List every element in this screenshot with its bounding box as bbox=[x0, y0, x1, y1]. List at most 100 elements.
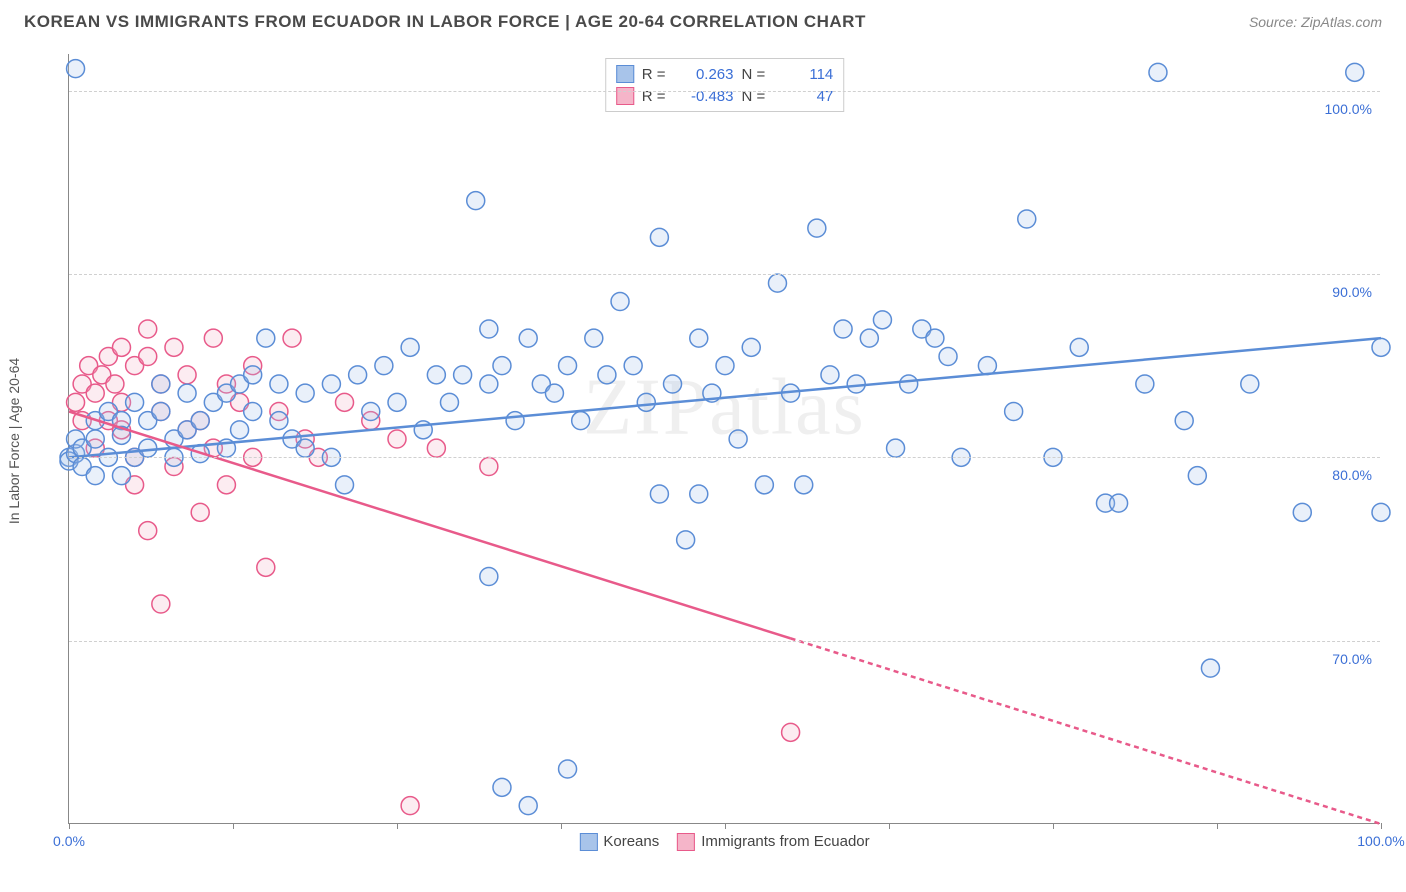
x-tick bbox=[889, 823, 890, 829]
data-point bbox=[742, 338, 760, 356]
gridline bbox=[69, 91, 1380, 92]
data-point bbox=[1241, 375, 1259, 393]
data-point bbox=[139, 522, 157, 540]
gridline bbox=[69, 457, 1380, 458]
data-point bbox=[506, 412, 524, 430]
x-tick-label: 0.0% bbox=[53, 833, 85, 849]
data-point bbox=[873, 311, 891, 329]
data-point bbox=[493, 357, 511, 375]
data-point bbox=[86, 430, 104, 448]
data-point bbox=[336, 393, 354, 411]
data-point bbox=[106, 375, 124, 393]
data-point bbox=[755, 476, 773, 494]
data-point bbox=[204, 329, 222, 347]
korean-r-value: 0.263 bbox=[674, 66, 734, 83]
data-point bbox=[401, 338, 419, 356]
data-point bbox=[650, 485, 668, 503]
data-point bbox=[86, 467, 104, 485]
y-tick-label: 80.0% bbox=[1332, 467, 1372, 483]
y-tick-label: 90.0% bbox=[1332, 284, 1372, 300]
plot-area: ZIPatlas R = 0.263 N = 114 R = -0.483 N … bbox=[68, 54, 1380, 824]
data-point bbox=[152, 403, 170, 421]
data-point bbox=[440, 393, 458, 411]
data-point bbox=[821, 366, 839, 384]
data-point bbox=[257, 329, 275, 347]
data-point bbox=[270, 375, 288, 393]
data-point bbox=[480, 375, 498, 393]
y-axis-label: In Labor Force | Age 20-64 bbox=[6, 358, 22, 524]
data-point bbox=[86, 384, 104, 402]
x-tick bbox=[561, 823, 562, 829]
n-label: N = bbox=[742, 66, 766, 83]
r-label: R = bbox=[642, 66, 666, 83]
data-point bbox=[427, 366, 445, 384]
data-point bbox=[112, 467, 130, 485]
data-point bbox=[165, 338, 183, 356]
data-point bbox=[336, 476, 354, 494]
data-point bbox=[1018, 210, 1036, 228]
data-point bbox=[1188, 467, 1206, 485]
data-point bbox=[795, 476, 813, 494]
data-point bbox=[139, 320, 157, 338]
data-point bbox=[480, 568, 498, 586]
data-point bbox=[1372, 338, 1390, 356]
data-point bbox=[860, 329, 878, 347]
x-tick bbox=[397, 823, 398, 829]
data-point bbox=[375, 357, 393, 375]
data-point bbox=[322, 375, 340, 393]
data-point bbox=[191, 503, 209, 521]
data-point bbox=[939, 348, 957, 366]
data-point bbox=[1136, 375, 1154, 393]
source-attribution: Source: ZipAtlas.com bbox=[1249, 14, 1382, 30]
data-point bbox=[467, 192, 485, 210]
data-point bbox=[624, 357, 642, 375]
data-point bbox=[900, 375, 918, 393]
x-tick bbox=[1053, 823, 1054, 829]
korean-n-value: 114 bbox=[773, 66, 833, 83]
data-point bbox=[768, 274, 786, 292]
data-point bbox=[454, 366, 472, 384]
data-point bbox=[585, 329, 603, 347]
data-point bbox=[139, 439, 157, 457]
data-point bbox=[349, 366, 367, 384]
ecuador-legend-label: Immigrants from Ecuador bbox=[701, 833, 869, 850]
data-point bbox=[1070, 338, 1088, 356]
data-point bbox=[664, 375, 682, 393]
x-tick bbox=[233, 823, 234, 829]
data-point bbox=[545, 384, 563, 402]
data-point bbox=[716, 357, 734, 375]
data-point bbox=[388, 393, 406, 411]
chart-title: KOREAN VS IMMIGRANTS FROM ECUADOR IN LAB… bbox=[24, 12, 866, 32]
data-point bbox=[808, 219, 826, 237]
gridline bbox=[69, 641, 1380, 642]
data-point bbox=[480, 320, 498, 338]
data-point bbox=[112, 338, 130, 356]
data-point bbox=[67, 60, 85, 78]
data-point bbox=[978, 357, 996, 375]
data-point bbox=[519, 329, 537, 347]
data-point bbox=[1149, 63, 1167, 81]
ecuador-swatch-icon bbox=[677, 833, 695, 851]
korean-swatch-icon bbox=[579, 833, 597, 851]
data-point bbox=[427, 439, 445, 457]
data-point bbox=[559, 760, 577, 778]
ecuador-legend-item: Immigrants from Ecuador bbox=[677, 833, 869, 851]
data-point bbox=[401, 797, 419, 815]
x-tick-label: 100.0% bbox=[1357, 833, 1404, 849]
x-tick bbox=[725, 823, 726, 829]
data-point bbox=[650, 228, 668, 246]
data-point bbox=[231, 421, 249, 439]
data-point bbox=[519, 797, 537, 815]
data-point bbox=[283, 329, 301, 347]
correlation-legend: R = 0.263 N = 114 R = -0.483 N = 47 bbox=[605, 58, 845, 112]
data-point bbox=[926, 329, 944, 347]
data-point bbox=[244, 366, 262, 384]
data-point bbox=[270, 412, 288, 430]
data-point bbox=[126, 393, 144, 411]
data-point bbox=[690, 329, 708, 347]
data-point bbox=[1201, 659, 1219, 677]
chart-svg bbox=[69, 54, 1380, 823]
data-point bbox=[847, 375, 865, 393]
y-tick-label: 100.0% bbox=[1325, 101, 1372, 117]
data-point bbox=[244, 403, 262, 421]
